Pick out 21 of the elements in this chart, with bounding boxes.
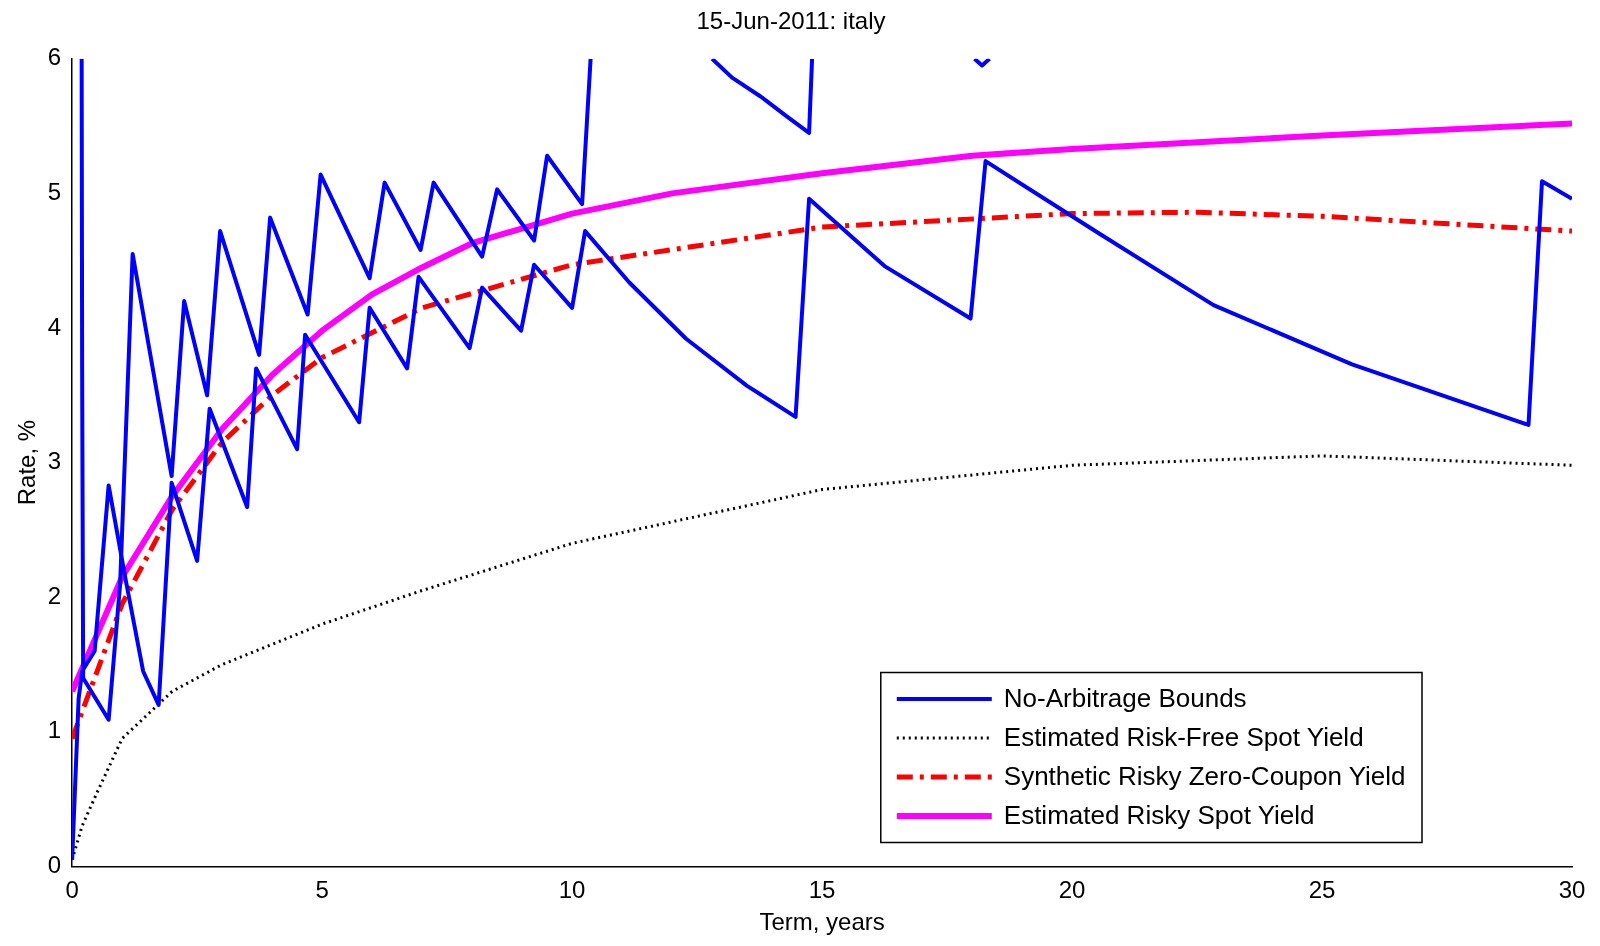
y-tick-label: 4 — [47, 312, 62, 340]
y-tick-label: 6 — [47, 43, 62, 71]
legend-label: Synthetic Risky Zero-Coupon Yield — [1003, 761, 1406, 792]
x-tick-label: 15 — [808, 876, 836, 904]
y-tick-label: 0 — [47, 851, 62, 879]
x-tick-label: 10 — [558, 876, 586, 904]
y-tick-label: 1 — [47, 716, 62, 744]
legend-label: No-Arbitrage Bounds — [1003, 683, 1247, 714]
x-tick-label: 30 — [1558, 876, 1586, 904]
y-tick-label: 3 — [47, 447, 62, 475]
y-axis-title: Rate, % — [13, 419, 41, 506]
x-tick-label: 0 — [65, 876, 79, 904]
x-tick-label: 5 — [315, 876, 329, 904]
y-tick-label: 2 — [47, 581, 62, 609]
x-axis-title: Term, years — [759, 908, 885, 936]
legend-label: Estimated Risk-Free Spot Yield — [1003, 722, 1364, 753]
x-tick-label: 25 — [1308, 876, 1336, 904]
y-tick-label: 5 — [47, 178, 62, 206]
x-tick-label: 20 — [1058, 876, 1086, 904]
chart-title: 15-Jun-2011: italy — [696, 7, 886, 35]
legend-label: Estimated Risky Spot Yield — [1003, 800, 1315, 831]
